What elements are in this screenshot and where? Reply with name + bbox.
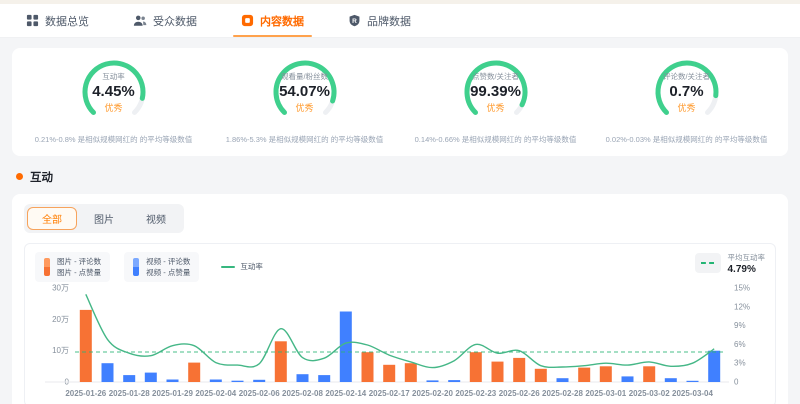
gauge-value: 0.7% [669,82,704,100]
gauge-arc [655,60,718,116]
svg-text:3%: 3% [734,359,746,368]
svg-text:2025-02-20: 2025-02-20 [412,389,453,398]
legend-label: 图片 - 点赞量 [57,267,102,277]
chart-container: 图片 - 评论数 图片 - 点赞量 视频 - 评论数 视频 - 点赞量 互动率 [24,242,776,404]
gauge-engagement-rate: 互动率 4.45% 优秀 0.21%-0.8% 是相似规模网红的 的平均等级数值 [18,56,209,146]
gauge-grade-badge: 优秀 [295,102,314,113]
gauge-likes-per-follower: 点赞数/关注者 99.39% 优秀 0.14%-0.66% 是相似规模网红的 的… [400,56,591,146]
gauge-arc [464,60,527,116]
svg-text:R: R [352,18,357,25]
svg-text:30万: 30万 [52,284,69,293]
gauge-row: 互动率 4.45% 优秀 0.21%-0.8% 是相似规模网红的 的平均等级数值… [12,48,788,156]
grid-icon [26,14,39,27]
engagement-chart: 0 10万 20万 30万 0 3% 6% 9% 12% 15% 2025-01-26 2025-01… [35,284,765,402]
gauge-note: 0.14%-0.66% 是相似规模网红的 的平均等级数值 [414,135,577,144]
svg-text:20万: 20万 [52,315,69,324]
engagement-card: 全部 图片 视频 图片 - 评论数 图片 - 点赞量 视频 - 评论数 视频 -… [12,193,788,404]
gauge-comments-per-follower: 评论数/关注者 0.7% 优秀 0.02%-0.03% 是相似规模网红的 的平均… [591,56,782,146]
gauge-arc [273,60,336,116]
gauge-arc [82,60,145,116]
page-top-strip [0,0,800,4]
average-rate-label: 平均互动率 [727,252,766,262]
section-header-engagement: 互动 [16,169,800,185]
legend-video-series[interactable]: 视频 - 评论数 视频 - 点赞量 [124,251,200,283]
line-icon [221,265,236,268]
filter-tab-video[interactable]: 视频 [146,214,166,226]
legend-label: 图片 - 评论数 [57,256,102,266]
image-bar-icon [44,257,50,276]
tab-label: 数据总览 [45,15,89,28]
svg-text:2025-02-17: 2025-02-17 [369,389,410,398]
svg-text:2025-02-23: 2025-02-23 [455,389,496,398]
gauge-value: 54.07% [279,82,330,100]
tab-brand-data[interactable]: R 品牌数据 [348,4,411,37]
kpi-card: 互动率 4.45% 优秀 0.21%-0.8% 是相似规模网红的 的平均等级数值… [12,48,788,156]
gauge-grade-badge: 优秀 [486,102,505,113]
svg-text:6%: 6% [734,340,746,349]
svg-text:2025-02-14: 2025-02-14 [325,389,366,398]
media-filter-tabs: 全部 图片 视频 [24,203,184,233]
tab-data-overview[interactable]: 数据总览 [26,4,89,37]
legend-label: 视频 - 点赞量 [146,267,191,277]
dashed-line-icon [694,253,721,274]
filter-tab-all[interactable]: 全部 [27,206,77,230]
svg-text:9%: 9% [734,321,746,330]
legend-rate-line[interactable]: 互动率 [221,261,263,272]
legend-image-series[interactable]: 图片 - 评论数 图片 - 点赞量 [35,251,111,283]
gauge-views-per-fans: 观看量/粉丝数 54.07% 优秀 1.86%-5.3% 是相似规模网红的 的平… [209,56,400,146]
legend-label: 互动率 [240,262,263,272]
gauge-title: 评论数/关注者 [662,71,711,81]
gauge-value: 4.45% [92,82,135,100]
svg-text:2025-01-26: 2025-01-26 [65,389,106,398]
top-nav: 数据总览 受众数据 内容数据 R 品牌数据 [0,4,800,38]
gauge-note: 0.02%-0.03% 是相似规模网红的 的平均等级数值 [605,135,768,144]
tab-label: 内容数据 [260,15,304,28]
average-rate-value: 4.79% [727,263,756,275]
svg-text:2025-03-01: 2025-03-01 [585,389,626,398]
tab-label: 品牌数据 [367,15,411,28]
tab-audience-data[interactable]: 受众数据 [133,4,197,37]
svg-text:2025-03-02: 2025-03-02 [629,389,670,398]
svg-text:2025-02-06: 2025-02-06 [239,389,280,398]
filter-tab-image[interactable]: 图片 [94,214,114,226]
chart-legend-row: 图片 - 评论数 图片 - 点赞量 视频 - 评论数 视频 - 点赞量 互动率 [35,251,766,283]
gauge-note: 1.86%-5.3% 是相似规模网红的 的平均等级数值 [225,135,384,144]
svg-text:2025-02-26: 2025-02-26 [499,389,540,398]
gauge-title: 点赞数/关注者 [471,71,520,81]
svg-text:10万: 10万 [52,346,69,355]
svg-text:2025-02-28: 2025-02-28 [542,389,583,398]
svg-text:12%: 12% [734,302,750,311]
svg-text:2025-01-29: 2025-01-29 [152,389,193,398]
average-rate-legend: 平均互动率 4.79% [694,252,766,275]
svg-text:0: 0 [734,378,739,387]
svg-text:2025-02-04: 2025-02-04 [195,389,236,398]
tab-label: 受众数据 [153,15,197,28]
gauge-grade-badge: 优秀 [104,102,123,113]
audience-icon [133,14,147,27]
section-title: 互动 [30,171,53,184]
gauge-title: 观看量/粉丝数 [280,71,329,81]
svg-text:2025-03-04: 2025-03-04 [672,389,713,398]
bullet-dot-icon [16,173,23,181]
svg-text:15%: 15% [734,284,750,293]
gauge-value: 99.39% [470,82,521,100]
svg-text:2025-02-08: 2025-02-08 [282,389,323,398]
legend-label: 视频 - 评论数 [146,256,191,266]
brand-shield-icon: R [348,14,361,27]
gauge-title: 互动率 [102,71,125,81]
content-icon [241,14,254,27]
gauge-note: 0.21%-0.8% 是相似规模网红的 的平均等级数值 [34,135,193,144]
video-bar-icon [133,257,140,276]
tab-content-data[interactable]: 内容数据 [233,4,312,37]
gauge-grade-badge: 优秀 [677,102,696,113]
svg-text:2025-01-28: 2025-01-28 [109,389,150,398]
